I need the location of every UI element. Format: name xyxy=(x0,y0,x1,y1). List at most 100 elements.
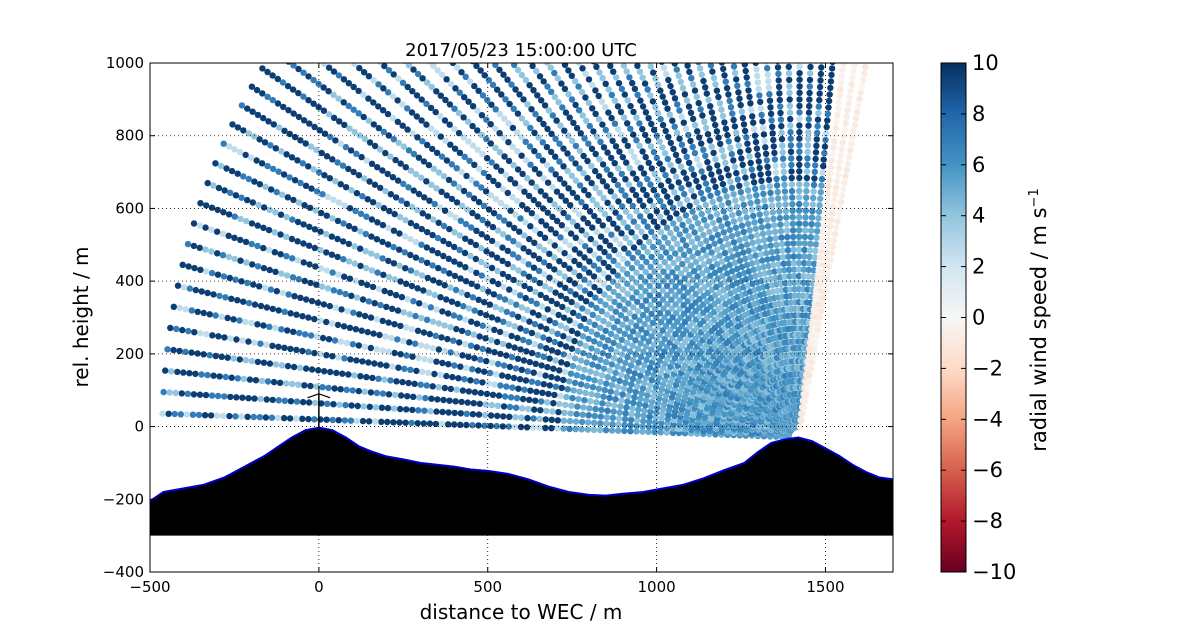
scan-point xyxy=(456,89,463,96)
scan-point xyxy=(855,102,862,109)
scan-point xyxy=(820,162,827,170)
scan-point xyxy=(489,391,497,398)
scan-point xyxy=(602,327,609,334)
scan-point xyxy=(492,106,499,113)
scan-point xyxy=(493,422,500,430)
scan-point xyxy=(632,191,640,199)
scan-point xyxy=(439,408,446,416)
scan-point xyxy=(407,251,414,259)
scan-point xyxy=(828,210,836,217)
scan-point xyxy=(514,110,522,117)
scan-point xyxy=(533,183,540,191)
scan-point xyxy=(403,280,410,287)
scan-point xyxy=(850,68,857,75)
scan-point xyxy=(562,238,569,245)
scan-point xyxy=(262,183,269,190)
scan-point xyxy=(219,252,227,259)
scan-point xyxy=(796,115,803,123)
scan-point xyxy=(815,267,822,275)
scan-point xyxy=(448,161,455,168)
scan-point xyxy=(494,360,502,368)
scan-point xyxy=(610,257,617,264)
scan-point xyxy=(340,76,348,83)
scan-point xyxy=(423,178,430,185)
scan-point xyxy=(666,111,674,118)
scan-point xyxy=(560,314,568,321)
scan-point xyxy=(675,72,682,80)
scan-point xyxy=(803,391,810,398)
scan-point xyxy=(582,70,589,78)
scan-point xyxy=(361,312,369,320)
scan-point xyxy=(580,350,587,357)
scan-point xyxy=(620,365,627,372)
scan-point xyxy=(707,192,714,199)
scan-point xyxy=(454,300,461,308)
scan-point xyxy=(786,266,793,273)
scan-point xyxy=(540,314,548,321)
scan-point xyxy=(553,188,561,195)
scan-point xyxy=(621,245,628,252)
scan-point xyxy=(307,279,314,287)
scan-point xyxy=(392,194,400,201)
scan-point xyxy=(777,227,785,235)
scan-point xyxy=(329,215,336,222)
scan-point xyxy=(814,221,821,228)
scan-point xyxy=(638,264,645,271)
scan-point xyxy=(458,168,465,176)
scan-point xyxy=(673,309,680,317)
scan-point xyxy=(531,276,538,284)
scan-point xyxy=(837,152,845,159)
scan-point xyxy=(466,78,474,85)
scan-point xyxy=(531,129,538,136)
scan-point xyxy=(544,125,551,133)
scan-point xyxy=(350,309,357,316)
scan-point xyxy=(360,403,367,410)
scan-point xyxy=(429,383,436,390)
scan-point xyxy=(771,156,779,163)
scan-point xyxy=(795,227,803,234)
scan-point xyxy=(840,63,847,67)
scan-point xyxy=(496,213,503,221)
scan-point xyxy=(350,106,357,113)
scan-point xyxy=(602,80,609,88)
scan-point xyxy=(671,95,679,102)
scan-point xyxy=(544,209,551,216)
scan-point xyxy=(645,423,652,430)
scan-point xyxy=(733,203,741,210)
scan-point xyxy=(685,217,692,225)
scan-point xyxy=(730,218,738,225)
scan-point xyxy=(763,210,770,217)
scan-point xyxy=(260,224,267,231)
scan-point xyxy=(497,167,505,174)
scan-point xyxy=(473,63,480,69)
scan-point xyxy=(511,344,518,351)
scan-point xyxy=(835,165,843,172)
scan-point xyxy=(331,385,338,392)
scan-point xyxy=(575,395,582,403)
scan-point xyxy=(696,65,704,72)
scan-point xyxy=(689,115,697,123)
scan-point xyxy=(659,287,666,294)
scan-point xyxy=(773,175,780,183)
scan-point xyxy=(790,246,797,254)
scan-point xyxy=(696,162,703,169)
scan-point xyxy=(812,149,820,156)
scan-point xyxy=(572,234,579,241)
scan-point xyxy=(167,324,174,332)
scan-point xyxy=(514,313,522,320)
scan-point xyxy=(561,180,568,187)
scan-point xyxy=(266,323,273,330)
scan-point xyxy=(441,322,448,329)
scan-point xyxy=(396,419,403,426)
scan-point xyxy=(521,232,528,239)
scan-point xyxy=(780,168,787,175)
scan-point xyxy=(662,249,670,256)
scan-point xyxy=(755,158,762,165)
scan-point xyxy=(424,213,432,220)
scan-point xyxy=(446,225,453,233)
scan-point xyxy=(313,188,321,195)
scan-point xyxy=(458,289,465,296)
scan-point xyxy=(660,64,668,72)
scan-point xyxy=(189,411,197,418)
